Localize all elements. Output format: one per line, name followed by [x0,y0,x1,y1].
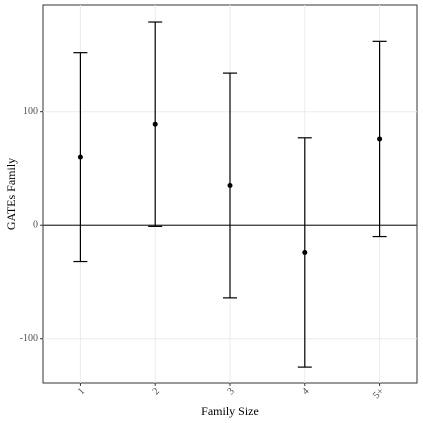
y-tick-label: -100 [20,333,38,344]
point [377,136,383,142]
point [227,182,233,188]
x-tick-label: 4 [300,386,311,397]
y-tick-label: 0 [33,220,38,231]
point [302,249,308,255]
point [77,154,83,160]
y-tick-label: 100 [23,106,38,117]
x-tick-label: 1 [76,386,87,397]
y-axis-title: GATEs Family [4,158,18,230]
point [152,121,158,127]
x-axis-title: Family Size [201,404,259,418]
x-tick-label: 5+ [371,386,387,402]
x-tick-label: 3 [225,386,236,397]
x-tick-label: 2 [151,386,162,397]
